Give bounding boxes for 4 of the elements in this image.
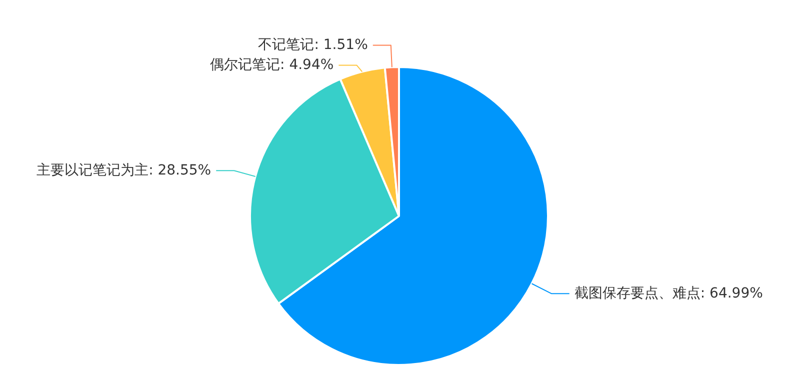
- slice-label: 截图保存要点、难点: 64.99%: [574, 285, 763, 302]
- slice-label: 不记笔记: 1.51%: [258, 36, 368, 53]
- slice-label: 偶尔记笔记: 4.94%: [210, 56, 334, 73]
- slice-label: 主要以记笔记为主: 28.55%: [36, 162, 212, 178]
